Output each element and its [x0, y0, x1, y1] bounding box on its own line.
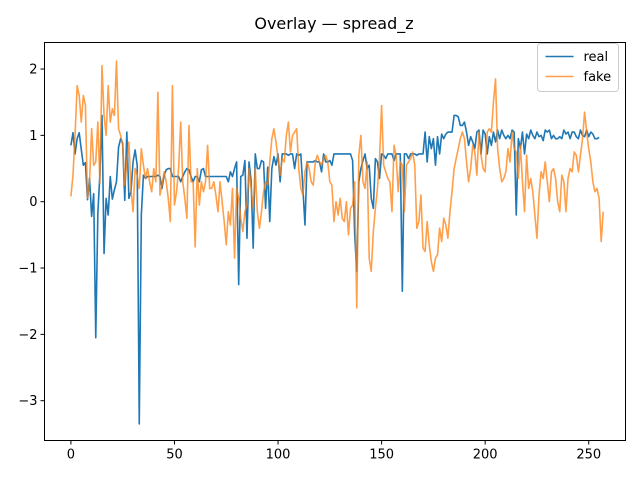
x-tick-label: 100 [266, 448, 291, 463]
x-tick-label: 0 [67, 448, 75, 463]
y-tick-label: −1 [18, 262, 37, 277]
legend-label-real: real [584, 50, 609, 65]
y-tick-label: 2 [29, 63, 37, 78]
y-tick-label: 1 [29, 129, 37, 144]
axes-layer: 0 50 100 150 200 250 −3 −2 −1 0 1 2 [18, 42, 626, 463]
x-tick-label: 250 [576, 448, 601, 463]
x-tick-label: 150 [369, 448, 394, 463]
y-tick-label: −2 [18, 328, 37, 343]
series-line-fake [70, 60, 605, 309]
plot-frame [44, 42, 626, 441]
y-tick-label: 0 [29, 195, 37, 210]
legend-box [537, 43, 619, 92]
y-tick-label: −3 [18, 394, 37, 409]
legend: real fake [537, 43, 619, 92]
x-tick-label: 200 [473, 448, 498, 463]
x-tick-label: 50 [166, 448, 183, 463]
chart-title: Overlay — spread_z [254, 14, 413, 34]
series-layer [70, 60, 605, 425]
legend-label-fake: fake [584, 70, 612, 85]
